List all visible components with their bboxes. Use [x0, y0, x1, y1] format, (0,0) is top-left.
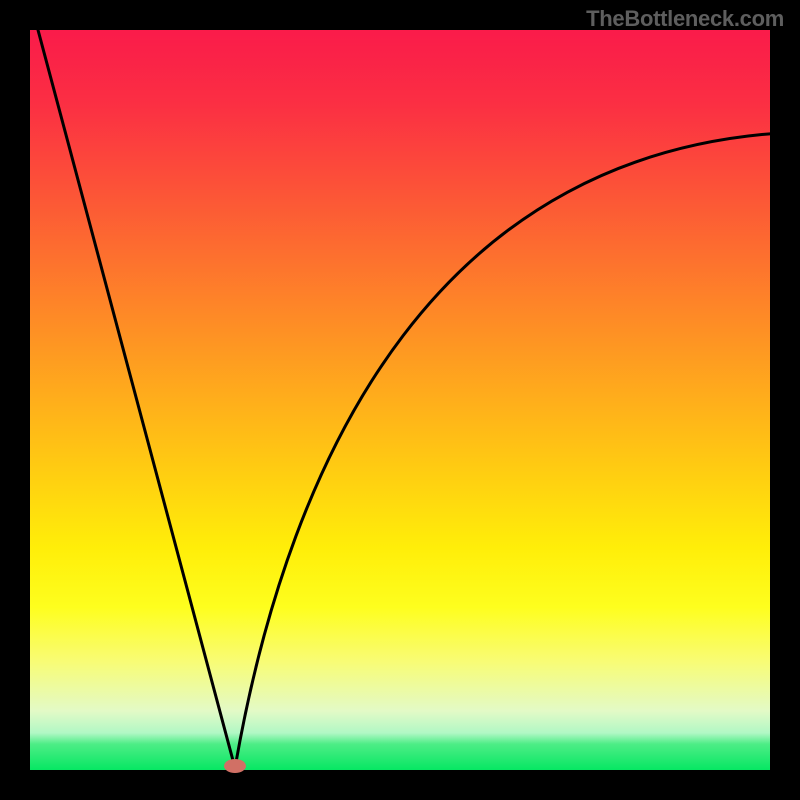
chart-frame: [0, 0, 800, 800]
chart-container: TheBottleneck.com: [0, 0, 800, 800]
gradient-background: [30, 30, 770, 770]
min-marker: [224, 759, 246, 773]
attribution-text: TheBottleneck.com: [586, 6, 784, 32]
